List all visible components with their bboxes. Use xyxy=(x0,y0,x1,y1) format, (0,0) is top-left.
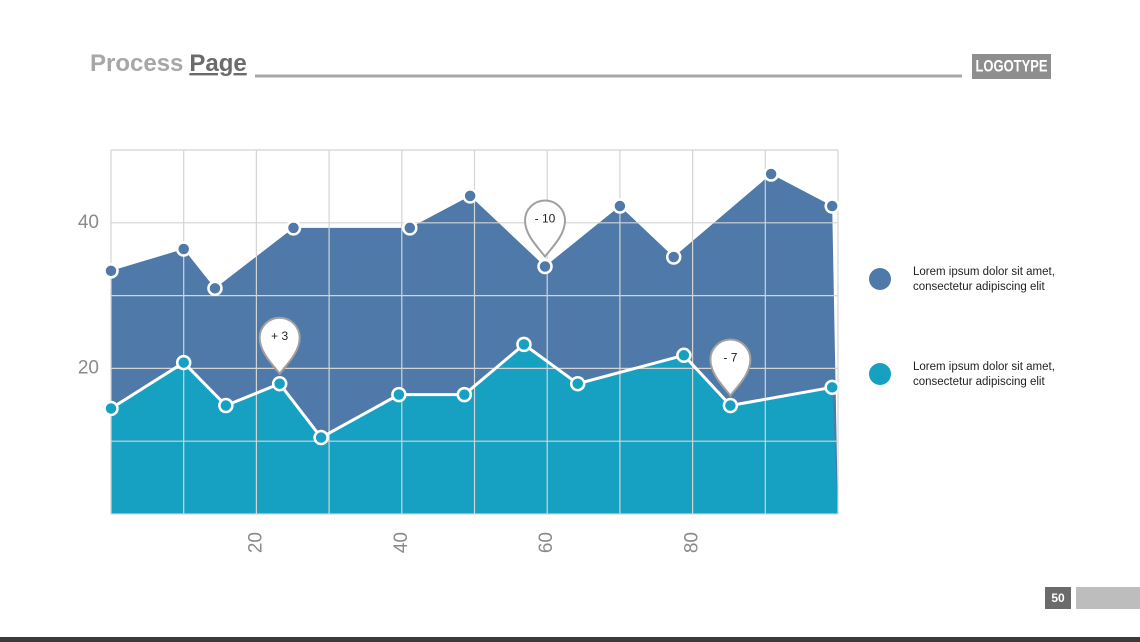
annotation-text: - 7 xyxy=(723,351,737,365)
page-number-box xyxy=(1045,587,1071,609)
plot: 20 40 20 40 60 80 xyxy=(78,149,840,553)
x-tick-label: 80 xyxy=(682,532,703,553)
logo: LOGOTYPE xyxy=(976,56,1048,75)
annotation-pin: - 7 xyxy=(709,338,752,398)
point xyxy=(763,166,779,182)
line xyxy=(110,342,833,440)
x-tick-label: 40 xyxy=(391,532,412,553)
page-number: 50 xyxy=(1051,591,1065,605)
annotation-pin: + 3 xyxy=(258,316,301,376)
title: Process Page xyxy=(90,50,247,77)
lines xyxy=(103,166,840,446)
footer-bar xyxy=(1076,587,1140,609)
pin xyxy=(258,316,301,376)
legend-marker xyxy=(869,363,891,385)
legend-marker xyxy=(869,268,891,290)
point xyxy=(665,249,682,265)
grid xyxy=(110,149,839,515)
point xyxy=(175,241,192,257)
pin xyxy=(709,338,752,398)
annotation-text: - 10 xyxy=(535,212,556,226)
point xyxy=(569,375,586,392)
point xyxy=(285,220,302,236)
point xyxy=(537,258,553,275)
legend-label: Lorem ipsum dolor sit amet, consectetur … xyxy=(913,266,1055,293)
bottom-rule xyxy=(0,637,1140,642)
point xyxy=(207,280,223,297)
point xyxy=(391,386,407,403)
point xyxy=(516,336,532,353)
annotation-text: + 3 xyxy=(271,329,288,343)
point xyxy=(271,375,288,392)
x-tick-label: 20 xyxy=(245,532,266,553)
point xyxy=(103,263,119,279)
annotation-pin: - 10 xyxy=(524,199,567,259)
y-tick-label: 20 xyxy=(78,357,99,378)
title-part: Page xyxy=(189,50,246,77)
legend-label: Lorem ipsum dolor sit amet, consectetur … xyxy=(913,361,1055,388)
point xyxy=(456,386,473,403)
logo-box xyxy=(972,54,1051,79)
y-tick-label: 40 xyxy=(78,212,99,233)
point xyxy=(103,400,119,417)
point xyxy=(462,188,478,204)
pin xyxy=(524,199,567,259)
point xyxy=(824,198,840,214)
point xyxy=(218,397,234,414)
point xyxy=(722,397,739,414)
point xyxy=(313,429,329,446)
title-part: Process xyxy=(90,50,183,77)
point xyxy=(612,198,628,214)
point xyxy=(175,354,192,371)
point xyxy=(402,220,418,236)
x-tick-label: 60 xyxy=(536,532,557,553)
point xyxy=(824,379,840,396)
point xyxy=(676,347,692,364)
